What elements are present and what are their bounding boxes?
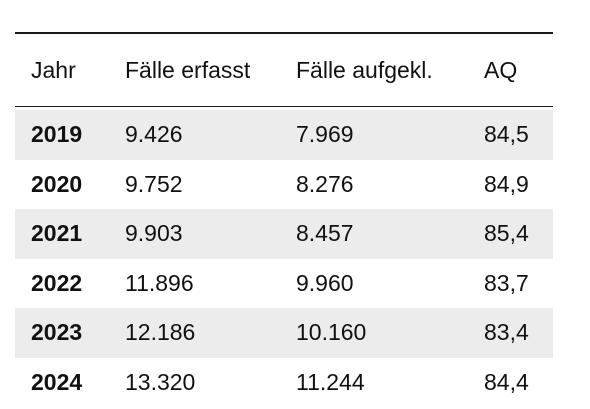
cell-year: 2019 — [31, 121, 83, 148]
table-row: 2023 12.186 10.160 83,4 — [15, 308, 553, 358]
table-header-rule — [15, 106, 553, 107]
cell-solved: 11.244 — [296, 368, 365, 395]
table-top-rule — [15, 32, 553, 34]
cell-recorded: 13.320 — [125, 368, 196, 395]
cell-recorded: 9.752 — [125, 170, 183, 197]
cell-solved: 7.969 — [296, 121, 354, 148]
statistics-table: Jahr Fälle erfasst Fälle aufgekl. AQ 201… — [15, 32, 553, 407]
column-header-year: Jahr — [31, 56, 76, 83]
cell-recorded: 9.426 — [125, 121, 183, 148]
table-header-row: Jahr Fälle erfasst Fälle aufgekl. AQ — [15, 34, 553, 106]
cell-aq: 84,5 — [484, 121, 529, 148]
cell-aq: 84,9 — [484, 170, 529, 197]
cell-aq: 83,4 — [484, 319, 529, 346]
cell-year: 2021 — [31, 220, 83, 247]
cell-aq: 84,4 — [484, 368, 529, 395]
cell-aq: 85,4 — [484, 220, 529, 247]
cell-solved: 8.457 — [296, 220, 354, 247]
cell-aq: 83,7 — [484, 269, 529, 296]
table-row: 2022 11.896 9.960 83,7 — [15, 259, 553, 309]
cell-year: 2022 — [31, 269, 83, 296]
table-row: 2020 9.752 8.276 84,9 — [15, 160, 553, 210]
cell-recorded: 11.896 — [125, 269, 194, 296]
column-header-solved: Fälle aufgekl. — [296, 56, 433, 83]
column-header-aq: AQ — [484, 56, 518, 83]
table-row: 2024 13.320 11.244 84,4 — [15, 358, 553, 408]
cell-solved: 9.960 — [296, 269, 354, 296]
table-row: 2021 9.903 8.457 85,4 — [15, 209, 553, 259]
cell-solved: 10.160 — [296, 319, 367, 346]
cell-year: 2020 — [31, 170, 83, 197]
cell-year: 2024 — [31, 368, 83, 395]
column-header-recorded: Fälle erfasst — [125, 56, 251, 83]
cell-recorded: 9.903 — [125, 220, 183, 247]
cell-year: 2023 — [31, 319, 83, 346]
table-row: 2019 9.426 7.969 84,5 — [15, 110, 553, 160]
cell-solved: 8.276 — [296, 170, 354, 197]
cell-recorded: 12.186 — [125, 319, 196, 346]
